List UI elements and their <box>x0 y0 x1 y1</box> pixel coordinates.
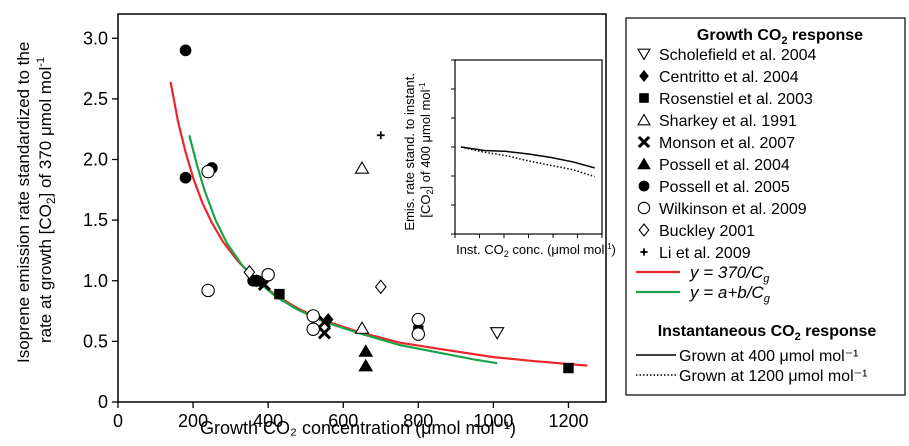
data-point-series-9 <box>374 279 387 295</box>
legend-marker-9 <box>638 223 650 237</box>
x-tick-label: 400 <box>253 411 283 431</box>
data-point-series-9 <box>243 264 256 280</box>
inset-ticks <box>451 59 603 238</box>
legend-marker-6 <box>637 157 651 170</box>
legend-marker-5 <box>637 135 651 149</box>
legend-inst-label-1: Grown at 400 μmol mol⁻¹ <box>679 348 859 365</box>
plot-frame <box>117 13 607 403</box>
legend-label-9: Buckley 2001 <box>659 223 755 240</box>
inset-background <box>444 58 604 268</box>
legend-label-5: Monson et al. 2007 <box>659 135 795 152</box>
legend-fit-label-1: y = 370/Cg <box>689 263 770 285</box>
data-point-series-7 <box>179 171 192 184</box>
data-point-series-3 <box>563 362 574 374</box>
x-tick-label: 800 <box>403 411 433 431</box>
main-axes: 0 200 400 600 800 1000 1200 0 0.5 1.0 1.5 2.0 2.5 3.0 <box>83 28 589 431</box>
legend-label-3: Rosenstiel et al. 2003 <box>659 91 813 108</box>
legend-fits: y = 370/Cgy = a+b/Cg <box>636 263 771 305</box>
legend-marker-1 <box>637 48 651 61</box>
y-axis-label-line-2: rate at growth [CO2] of 370 μmol mol-1 <box>35 57 58 343</box>
y-tick-label: 2.5 <box>83 89 108 109</box>
legend-marker-8 <box>637 201 651 215</box>
legend-label-7: Possell et al. 2005 <box>659 179 790 196</box>
x-tick-label: 200 <box>178 411 208 431</box>
legend-label-10: Li et al. 2009 <box>659 245 751 262</box>
inset-line-1 <box>460 146 595 169</box>
data-point-series-8 <box>306 309 320 323</box>
y-tick-label: 3.0 <box>83 28 108 48</box>
legend-instantaneous: Grown at 400 μmol mol⁻¹ Grown at 1200 μmo… <box>636 348 867 385</box>
x-tick-label: 600 <box>328 411 358 431</box>
legend-label-2: Centritto et al. 2004 <box>659 69 799 86</box>
legend-marker-10 <box>640 248 648 256</box>
legend-title-instantaneous: Instantaneous CO2 response <box>658 323 877 343</box>
data-point-series-8 <box>411 327 426 341</box>
inset-y-axis-label: Emis. rate stand. to instant. [CO2] of 4… <box>402 69 435 230</box>
y-axis-label-line-1: Isoprene emission rate standardized to t… <box>14 42 33 363</box>
data-points <box>179 44 574 374</box>
inset-lines <box>460 146 595 178</box>
legend-title-growth: Growth CO2 response <box>697 27 863 47</box>
data-point-series-3 <box>274 288 285 300</box>
data-point-series-8 <box>201 283 215 298</box>
legend-items: Scholefield et al. 2004 Centritto et al. … <box>637 47 817 262</box>
data-point-series-6 <box>358 344 374 357</box>
x-marker-stroke <box>317 326 332 340</box>
x-tick-label: 1000 <box>473 411 513 431</box>
legend-label-6: Possell et al. 2004 <box>659 157 790 174</box>
x-tick-label: 0 <box>113 411 123 431</box>
x-axis-label: Growth CO₂ concentration (μmol mol⁻¹) <box>200 418 516 438</box>
y-tick-label: 1.0 <box>83 271 108 291</box>
legend-box <box>625 17 906 396</box>
data-point-series-7 <box>251 274 263 287</box>
y-tick-label: 0 <box>98 392 108 412</box>
y-tick-label: 0.5 <box>83 331 108 351</box>
data-point-series-5 <box>317 315 332 329</box>
data-point-series-6 <box>358 358 374 372</box>
data-point-series-8 <box>201 164 215 179</box>
legend-marker-2 <box>639 70 649 82</box>
data-point-series-8 <box>306 322 320 336</box>
legend-marker-7 <box>638 180 650 192</box>
data-point-series-1 <box>489 327 505 340</box>
legend-label-1: Scholefield et al. 2004 <box>659 47 817 64</box>
legend-marker-4 <box>637 113 651 126</box>
data-point-series-4 <box>354 161 370 174</box>
legend-fit-label-2: y = a+b/Cg <box>689 283 771 305</box>
data-point-series-4 <box>354 321 370 334</box>
legend-label-4: Sharkey et al. 1991 <box>659 113 797 130</box>
data-point-series-5 <box>317 326 332 340</box>
y-tick-label: 2.0 <box>83 150 108 170</box>
data-point-series-10 <box>376 131 385 140</box>
data-point-series-8 <box>261 267 275 282</box>
legend-marker-3 <box>639 93 649 103</box>
y-axis-label: Isoprene emission rate standardized to t… <box>14 37 58 363</box>
x-marker-stroke <box>317 315 332 329</box>
data-point-series-8 <box>411 312 426 327</box>
inset-x-axis-label: Inst. CO2 conc. (μmol mol-1) <box>456 242 616 259</box>
legend-inst-label-2: Grown at 1200 μmol mol⁻¹ <box>679 368 867 385</box>
y-tick-label: 1.5 <box>83 210 108 230</box>
x-marker-stroke <box>637 135 651 149</box>
legend-label-8: Wilkinson et al. 2009 <box>659 201 807 218</box>
x-tick-label: 1200 <box>548 411 588 431</box>
data-point-series-7 <box>179 44 192 57</box>
